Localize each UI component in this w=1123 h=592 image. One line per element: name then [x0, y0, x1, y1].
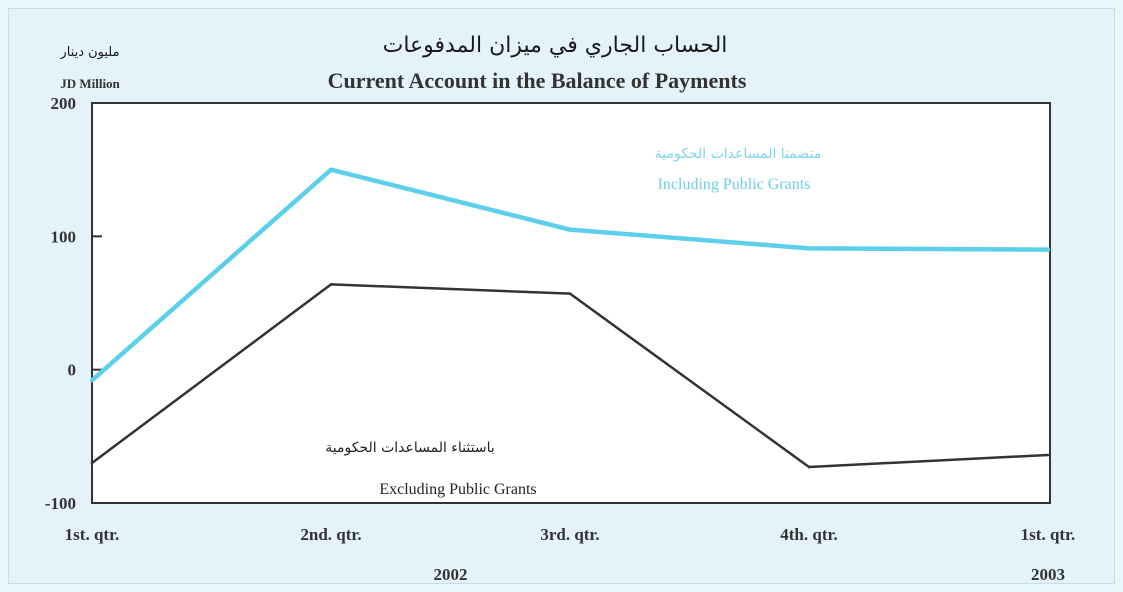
data-point — [568, 292, 572, 295]
data-point — [90, 461, 94, 465]
series-label-including: Including Public Grants — [658, 176, 811, 193]
year-label: 2002 — [434, 565, 468, 584]
plot-area — [91, 102, 1051, 504]
unit-label: JD Million — [60, 76, 120, 91]
y-tick-label: -100 — [45, 494, 76, 513]
y-tick-label: 200 — [51, 94, 77, 113]
y-axis-ticks: 200 100 0 -100 — [45, 94, 102, 513]
series-label-excluding-arabic: باستثناء المساعدات الحكومية — [325, 440, 494, 456]
series-label-including-arabic: متضمنا المساعدات الحكومية — [655, 146, 822, 162]
data-point — [806, 246, 812, 251]
unit-label-arabic: مليون دينار — [59, 45, 119, 60]
data-point — [89, 378, 95, 383]
chart-title: Current Account in the Balance of Paymen… — [328, 68, 747, 93]
x-tick-label: 1st. qtr. — [1021, 525, 1076, 544]
data-point — [567, 227, 573, 232]
data-point — [328, 167, 334, 172]
y-tick-label: 100 — [51, 227, 77, 246]
data-point — [329, 283, 333, 286]
x-tick-label: 2nd. qtr. — [300, 525, 361, 544]
data-point — [1045, 247, 1051, 252]
chart-title-arabic: الحساب الجاري في ميزان المدفوعات — [383, 33, 728, 58]
x-axis-ticks: 1st. qtr. 2nd. qtr. 3rd. qtr. 4th. qtr. 1st.… — [65, 525, 1076, 584]
year-label: 2003 — [1031, 565, 1065, 584]
x-tick-label: 3rd. qtr. — [540, 525, 599, 544]
y-tick-label: 0 — [68, 361, 77, 380]
data-point — [807, 465, 811, 469]
series-label-excluding: Excluding Public Grants — [379, 481, 536, 498]
series-lines — [89, 167, 1051, 469]
x-tick-label: 4th. qtr. — [780, 525, 837, 544]
data-point — [1046, 453, 1050, 457]
x-tick-label: 1st. qtr. — [65, 525, 120, 544]
